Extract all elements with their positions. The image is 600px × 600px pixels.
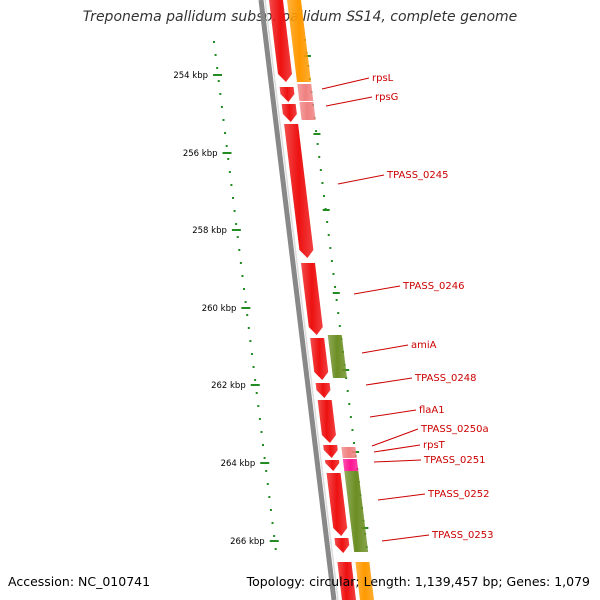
scale-tick-label: 264 kbp xyxy=(221,459,256,469)
gene-label: TPASS_0251 xyxy=(423,455,485,466)
gene-label-leader xyxy=(377,493,426,501)
cds-feature xyxy=(300,263,323,335)
accession-text: Accession: NC_010741 xyxy=(8,574,151,589)
cds-feature xyxy=(310,338,329,380)
label-layer: rpsL rpsG TPASS_0245 TPASS_0246 amiA TPASS_02… xyxy=(321,73,493,542)
rna-feature-rpsL xyxy=(297,84,314,101)
gene-label: TPASS_0248 xyxy=(414,373,476,384)
gene-label-leader xyxy=(337,174,385,185)
gene-label-leader xyxy=(369,409,417,418)
gene-label: TPASS_0250a xyxy=(420,424,489,435)
genome-summary-text: Topology: circular; Length: 1,139,457 bp… xyxy=(246,574,590,589)
scale-tick-label: 256 kbp xyxy=(183,149,218,159)
orange-feature xyxy=(287,0,311,82)
rna-feature-rpsT xyxy=(341,447,357,458)
cds-feature xyxy=(279,87,295,102)
gene-label: rpsL xyxy=(372,73,394,84)
gene-label-leader xyxy=(373,459,422,463)
gene-label: TPASS_0253 xyxy=(431,530,493,541)
cds-feature xyxy=(334,538,350,553)
scale-tick-label: 254 kbp xyxy=(173,71,208,81)
feature-layer xyxy=(269,0,374,600)
gene-label: flaA1 xyxy=(419,405,445,416)
rna-feature-rpsG xyxy=(299,102,316,120)
cds-feature xyxy=(326,473,348,536)
orange-feature xyxy=(355,562,374,600)
ami-feature-0252 xyxy=(344,471,369,552)
backbone-line xyxy=(258,0,337,600)
cds-feature xyxy=(337,562,356,600)
gene-label-leader xyxy=(325,96,373,107)
ami-feature-amiA xyxy=(327,335,347,378)
scale-layer: 254 kbp 256 kbp 258 kbp 260 kbp 262 kbp 264 k… xyxy=(173,39,369,550)
cds-feature xyxy=(284,124,314,258)
gene-label: rpsT xyxy=(423,440,446,451)
scale-tick-label: 260 kbp xyxy=(202,304,237,314)
backbone-highlight xyxy=(264,0,339,600)
gene-label-leader xyxy=(381,534,430,542)
gene-label: TPASS_0252 xyxy=(427,489,489,500)
gene-label: rpsG xyxy=(375,92,398,103)
gene-label-leader xyxy=(365,377,413,386)
gene-label-leader xyxy=(371,428,419,447)
cds-feature xyxy=(323,445,338,458)
gene-label-leader xyxy=(321,77,370,90)
gene-label-leader xyxy=(361,344,409,354)
cds-feature xyxy=(315,383,331,398)
gene-label: amiA xyxy=(411,340,437,351)
scale-tick-label: 262 kbp xyxy=(211,381,246,391)
magenta-feature xyxy=(342,459,359,471)
cds-feature xyxy=(324,460,340,471)
cds-feature xyxy=(317,400,336,443)
backbone-layer xyxy=(258,0,339,600)
gene-label-leader xyxy=(373,444,421,453)
scale-tick-label: 258 kbp xyxy=(192,226,227,236)
scale-tick-label: 266 kbp xyxy=(230,537,265,547)
cds-feature xyxy=(281,104,297,122)
gene-label: TPASS_0246 xyxy=(402,281,464,292)
gene-label-leader xyxy=(353,285,401,295)
cds-feature xyxy=(269,0,293,82)
gene-label: TPASS_0245 xyxy=(386,170,448,181)
